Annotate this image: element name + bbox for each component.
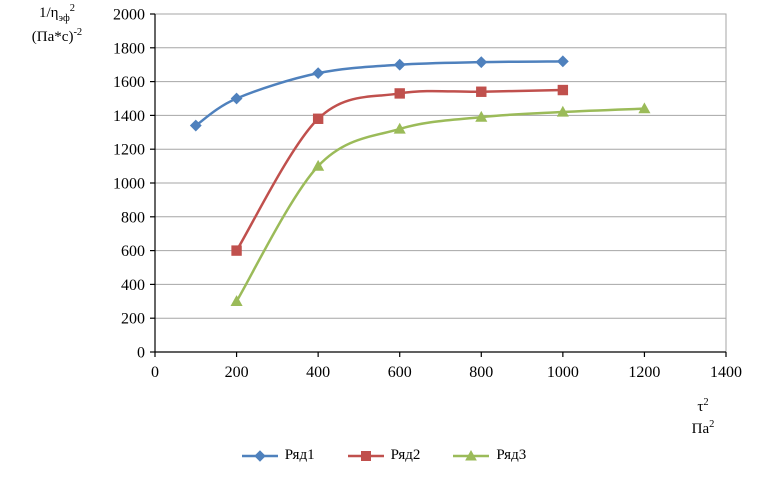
x-axis-units-superscript: 2	[709, 418, 715, 430]
triangle-marker	[393, 122, 406, 134]
y-tick-label: 1400	[113, 108, 145, 125]
square-marker	[394, 88, 405, 99]
x-axis-units: Па	[691, 420, 710, 437]
x-tick-label: 0	[151, 364, 159, 381]
y-tick-label: 800	[121, 209, 145, 226]
y-axis-units-superscript: -2	[73, 26, 83, 38]
triangle-marker	[475, 110, 488, 122]
legend-triangle-swatch	[453, 449, 490, 460]
x-axis-title: τ2 Па2	[668, 396, 738, 439]
x-tick-label: 600	[388, 364, 412, 381]
x-tick-label: 1200	[628, 364, 660, 381]
y-axis-title-line2: (Па*с)-2	[12, 26, 102, 48]
x-tick-label: 1400	[710, 364, 742, 381]
square-marker	[476, 86, 487, 97]
diamond-marker	[312, 67, 325, 80]
y-axis-title-subscript: эф	[58, 13, 70, 24]
legend-item-2: Ряд2	[347, 447, 421, 464]
square-marker	[360, 450, 371, 461]
legend-label-1: Ряд1	[284, 447, 315, 463]
y-tick-label: 600	[121, 243, 145, 260]
x-axis-title-superscript: 2	[703, 397, 709, 408]
y-tick-label: 0	[137, 345, 145, 362]
y-axis-title-superscript: 2	[69, 3, 75, 14]
legend-item-1: Ряд1	[241, 447, 315, 464]
diamond-marker	[230, 92, 243, 105]
y-tick-label: 1600	[113, 74, 145, 91]
legend: Ряд1 Ряд2 Ряд3	[0, 447, 767, 464]
x-axis-title-line2: Па2	[668, 418, 738, 440]
x-tick-label: 800	[469, 364, 493, 381]
y-tick-label: 400	[121, 277, 145, 294]
diamond-marker	[189, 119, 202, 132]
diamond-marker	[556, 55, 569, 68]
legend-item-3: Ряд3	[452, 447, 526, 464]
y-axis-title-base: 1/η	[38, 5, 59, 21]
y-axis-title-line1: 1/ηэф2	[12, 2, 102, 26]
square-marker	[231, 245, 242, 256]
legend-label-3: Ряд3	[496, 447, 527, 463]
diamond-marker	[393, 58, 406, 71]
y-tick-label: 1200	[113, 142, 145, 159]
plot-canvas: 0 200 400 600 800 1000 1200 1400 1600 1800 2000 0 20…	[113, 7, 742, 382]
legend-label-2: Ряд2	[390, 447, 421, 463]
triangle-marker	[312, 159, 325, 171]
y-axis-title: 1/ηэф2 (Па*с)-2	[12, 2, 102, 47]
triangle-marker	[230, 295, 243, 306]
series-1	[189, 55, 569, 132]
series-line-3	[235, 107, 646, 303]
triangle-marker	[638, 102, 651, 114]
triangle-marker	[465, 449, 478, 460]
x-tick-label: 1000	[547, 364, 579, 381]
x-tick-label: 400	[306, 364, 330, 381]
x-axis-title-base: τ	[697, 399, 704, 415]
triangle-marker	[556, 105, 569, 117]
x-tick-label: 200	[225, 364, 249, 381]
y-tick-label: 1000	[113, 176, 145, 193]
y-tick-label: 2000	[113, 7, 145, 24]
legend-diamond-swatch	[241, 449, 278, 462]
square-marker	[557, 84, 569, 96]
legend-square-swatch	[347, 450, 384, 461]
square-marker	[312, 113, 324, 124]
x-axis-title-line1: τ2	[668, 396, 738, 418]
series-3	[230, 102, 651, 306]
y-tick-label: 1800	[113, 40, 145, 57]
diamond-marker	[475, 56, 488, 69]
y-tick-label: 200	[121, 311, 145, 328]
series-2	[231, 84, 569, 256]
y-axis-units: (Па*с)	[31, 28, 74, 45]
diamond-marker	[254, 449, 266, 462]
